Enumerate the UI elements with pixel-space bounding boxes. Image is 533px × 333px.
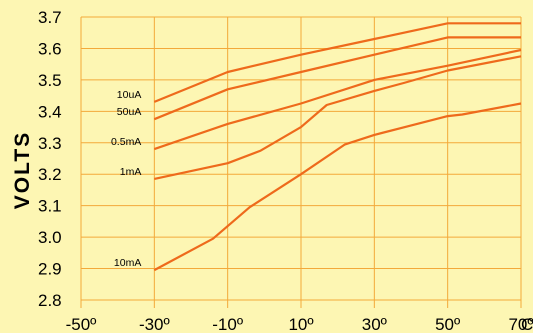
series-label: 1mA [120, 166, 142, 178]
x-tick-label: -50º [66, 315, 97, 333]
y-axis-label: VOLTS [11, 131, 34, 209]
y-axis-ticks: 3.7 3.6 3.5 3.4 3.3 3.2 3.1 3.0 2.9 2.8 [38, 8, 62, 310]
series-label: 10uA [117, 89, 142, 101]
grid [80, 16, 522, 308]
x-axis-ticks: -50º -30º -10º 10º 30º 50º 70º [66, 315, 533, 333]
series-lines [153, 22, 522, 272]
series-label: 50uA [117, 106, 142, 118]
series-line [153, 22, 521, 103]
series-label: 0.5mA [111, 136, 141, 148]
x-tick-label: 10º [288, 315, 313, 333]
y-tick-label: 3.4 [38, 102, 62, 121]
series-line [153, 48, 522, 151]
series-label: 10mA [114, 257, 141, 269]
y-tick-label: 3.0 [38, 228, 62, 247]
y-tick-label: 3.6 [38, 39, 62, 58]
x-tick-label: -30º [139, 315, 170, 333]
y-tick-label: 3.5 [38, 71, 62, 90]
y-tick-label: 3.2 [38, 165, 62, 184]
y-tick-label: 2.8 [38, 291, 62, 310]
x-tick-label: 50º [435, 315, 460, 333]
x-unit-label: C [521, 315, 533, 333]
y-tick-label: 3.7 [38, 8, 62, 27]
x-tick-label: 70º [508, 315, 533, 333]
series-line [153, 102, 522, 272]
series-labels: 10uA 50uA 0.5mA 1mA 10mA [111, 89, 141, 269]
y-tick-label: 3.3 [38, 134, 62, 153]
series-line [153, 36, 521, 121]
series-line [154, 55, 522, 180]
y-tick-label: 3.1 [38, 197, 62, 216]
x-tick-label: -10º [212, 315, 243, 333]
x-tick-label: 30º [362, 315, 387, 333]
y-tick-label: 2.9 [38, 260, 62, 279]
